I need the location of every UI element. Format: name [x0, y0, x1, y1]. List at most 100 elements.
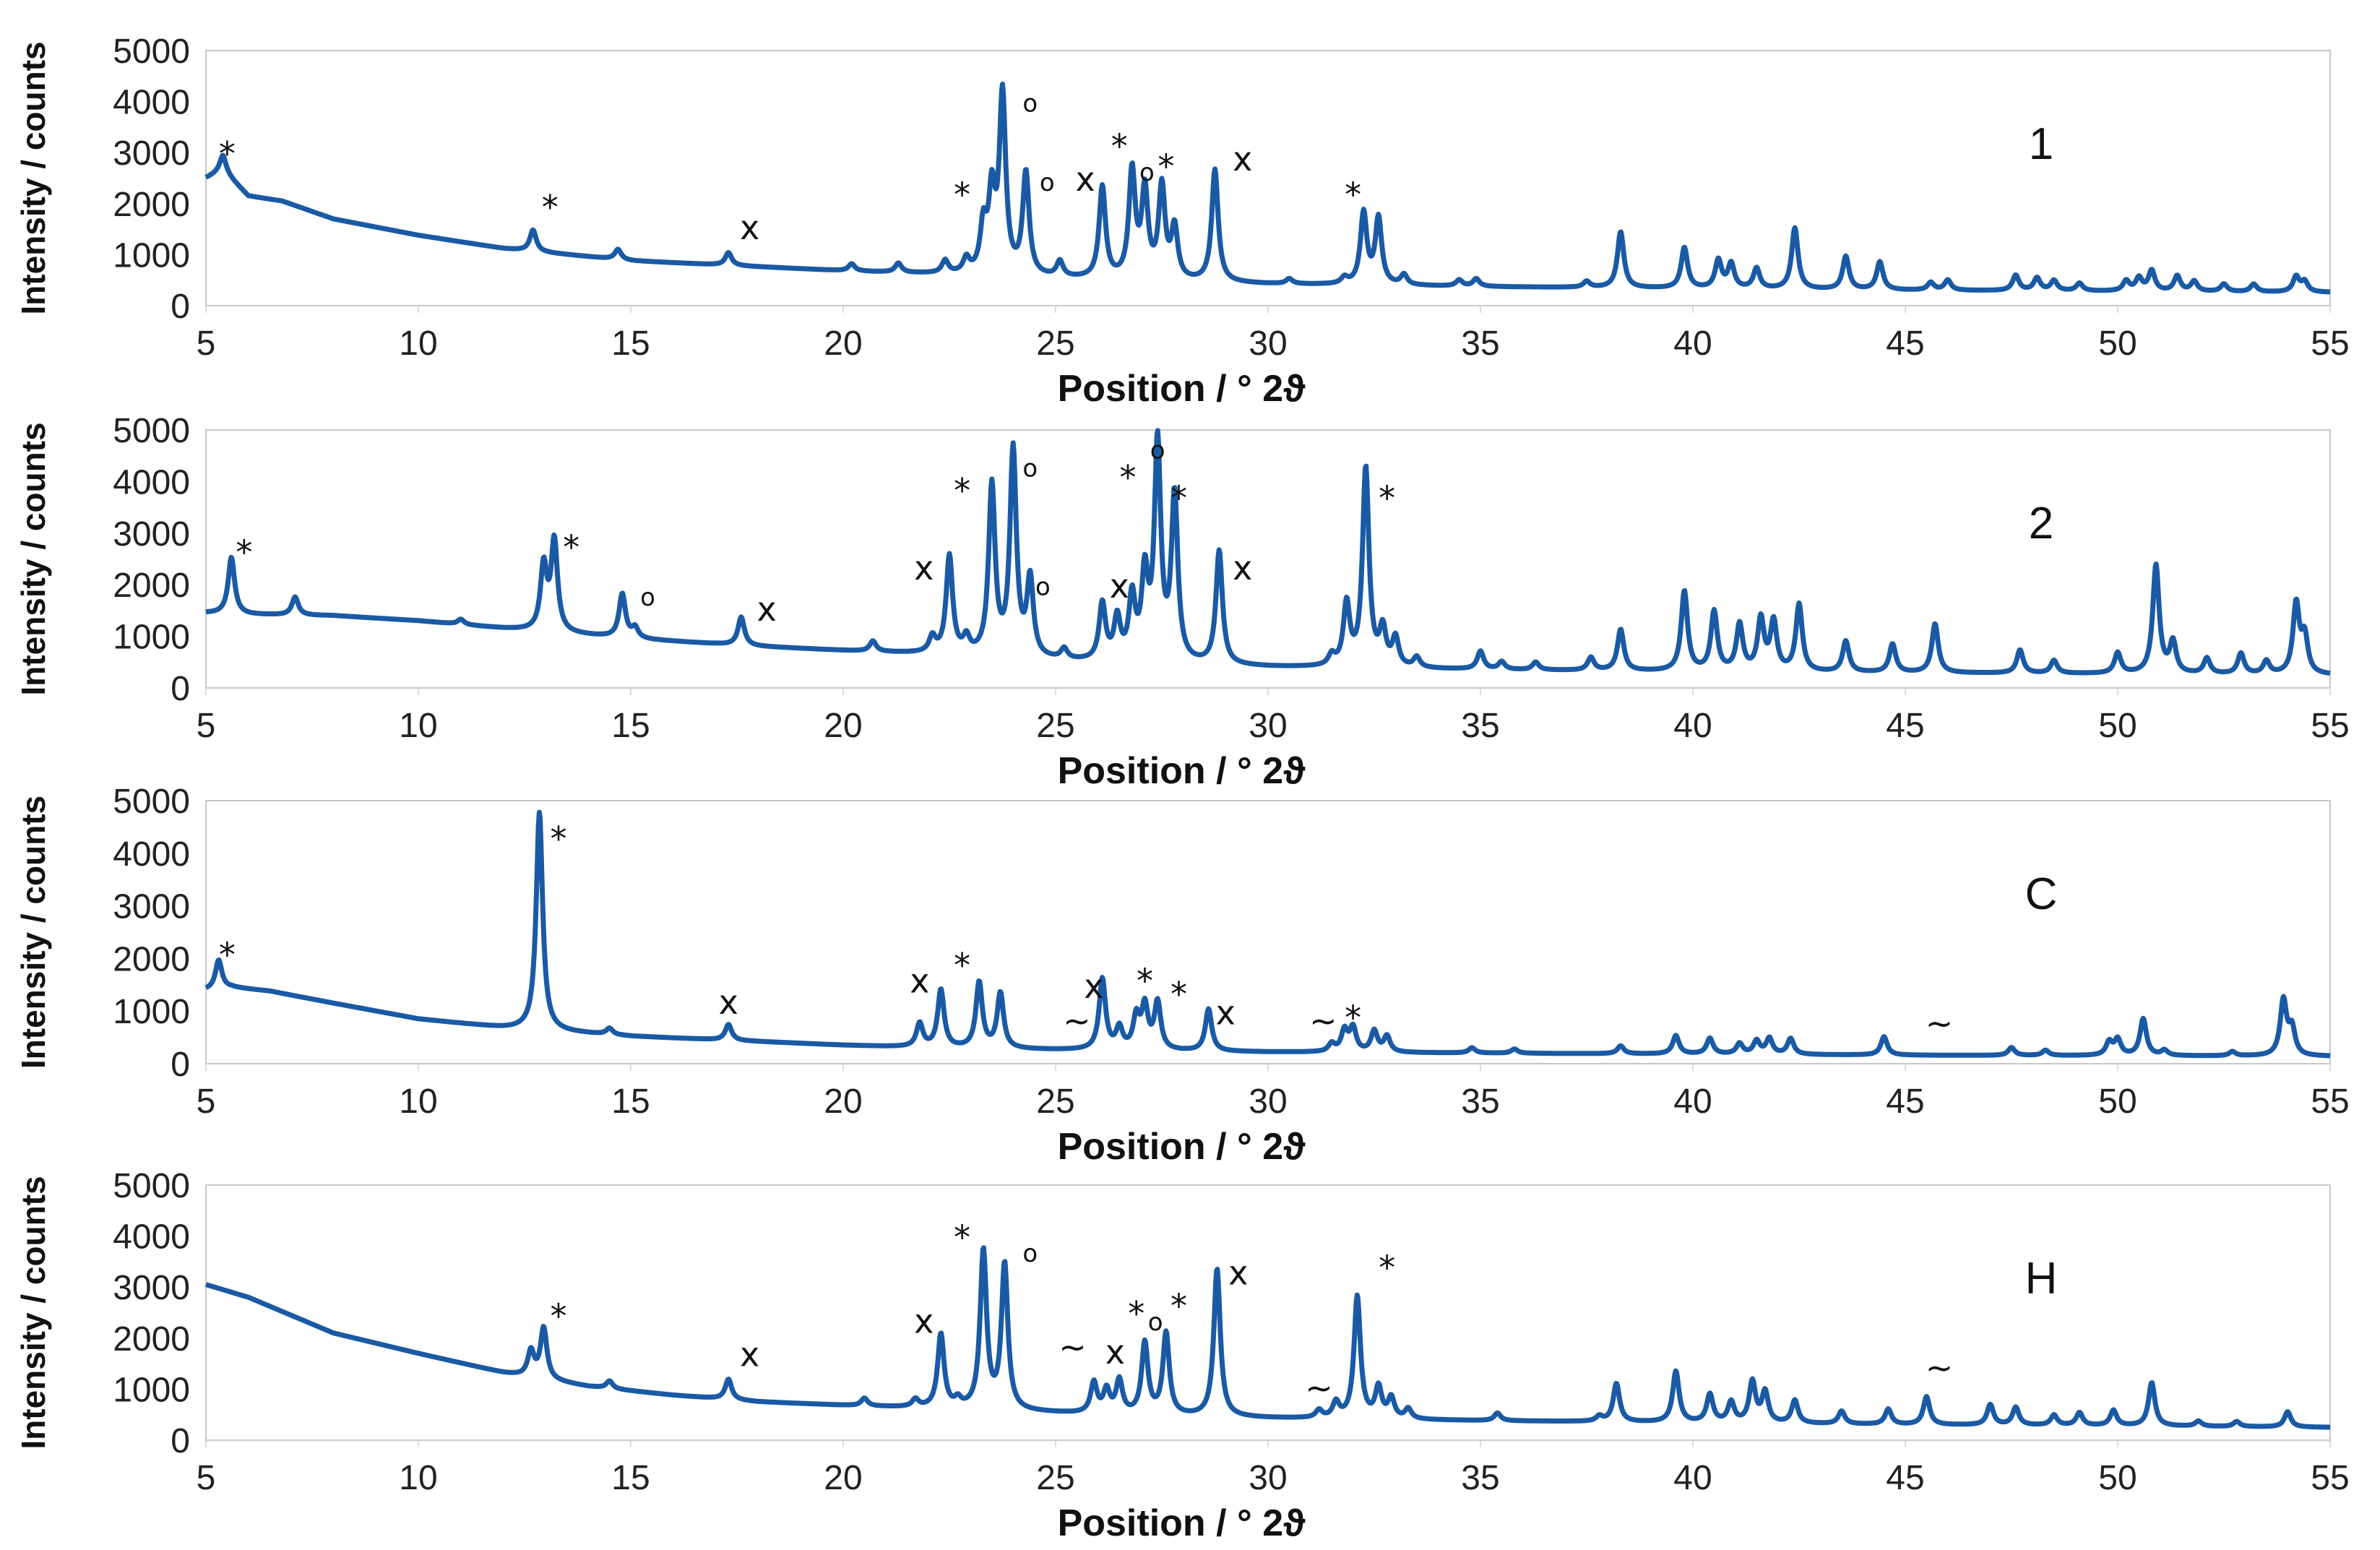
- phase-marker: ~: [1059, 1327, 1087, 1366]
- phase-marker: x: [740, 208, 759, 247]
- x-tick-label: 15: [611, 707, 650, 745]
- panel-label: 1: [2029, 119, 2053, 169]
- x-tick-label: 55: [2311, 707, 2349, 745]
- x-tick-label: 35: [1461, 324, 1499, 363]
- phase-marker: x: [914, 548, 934, 587]
- phase-marker: *: [551, 1297, 567, 1336]
- phase-marker: *: [954, 1218, 970, 1257]
- x-tick-label: 35: [1461, 1459, 1499, 1497]
- y-tick-label: 2000: [113, 940, 190, 978]
- phase-marker: *: [954, 471, 970, 510]
- x-tick-label: 5: [197, 1459, 216, 1497]
- x-tick-label: 5: [197, 324, 216, 363]
- y-tick-label: 4000: [113, 1218, 190, 1257]
- phase-marker: x: [757, 590, 777, 629]
- y-tick-label: 0: [171, 1046, 190, 1084]
- x-tick-label: 30: [1249, 1459, 1287, 1497]
- phase-marker: x: [719, 983, 738, 1022]
- y-tick-label: 5000: [113, 1167, 190, 1205]
- x-tick-label: 10: [399, 707, 437, 745]
- phase-marker: *: [954, 946, 970, 985]
- x-tick-label: 40: [1673, 1082, 1712, 1121]
- y-tick-label: 2000: [113, 567, 190, 605]
- xrd-panel-4: 0 1000 2000 3000 4000 5000 5 10 15 20 25 30 35 40 45 50…: [14, 1167, 2350, 1544]
- y-tick-label: 4000: [113, 463, 190, 501]
- phase-marker: o: [1035, 572, 1051, 601]
- phase-marker: *: [219, 935, 236, 974]
- xrd-panel-3: 0 1000 2000 3000 4000 5000 5 10 15 20 25 30 35 40 45 50…: [14, 783, 2350, 1168]
- x-tick-label: 25: [1036, 707, 1074, 745]
- x-tick-label: 25: [1036, 1459, 1074, 1497]
- y-tick-label: 1000: [113, 619, 190, 657]
- y-tick-label: 0: [171, 670, 190, 708]
- x-tick-label: 25: [1036, 1082, 1074, 1121]
- x-tick-label: 10: [399, 1459, 437, 1497]
- phase-marker: ~: [1926, 1004, 1954, 1043]
- x-tick-label: 45: [1886, 1459, 1924, 1497]
- x-tick-label: 45: [1886, 707, 1924, 745]
- x-tick-label: 5: [197, 707, 216, 745]
- x-tick-label: 30: [1249, 707, 1287, 745]
- y-tick-label: 2000: [113, 186, 190, 224]
- phase-marker: *: [1379, 479, 1395, 518]
- x-axis-label: Position / ° 2ϑ: [1058, 1502, 1306, 1544]
- phase-marker: *: [1111, 126, 1128, 165]
- phase-marker: *: [1170, 1287, 1187, 1326]
- y-axis-label: Intensity / counts: [14, 41, 52, 314]
- x-tick-label: 40: [1673, 707, 1712, 745]
- phase-marker: *: [219, 134, 236, 173]
- panel-label: H: [2025, 1254, 2058, 1304]
- x-tick-label: 45: [1886, 1082, 1924, 1121]
- phase-marker: x: [1216, 993, 1236, 1032]
- phase-marker: *: [1119, 458, 1136, 497]
- y-tick-label: 1000: [113, 1371, 190, 1409]
- x-tick-label: 55: [2311, 324, 2349, 363]
- phase-marker: o: [1022, 454, 1038, 483]
- y-tick-label: 2000: [113, 1320, 190, 1359]
- phase-marker: *: [1170, 479, 1187, 518]
- x-tick-label: 20: [824, 1459, 862, 1497]
- y-tick-label: 1000: [113, 993, 190, 1031]
- y-tick-label: 4000: [113, 84, 190, 122]
- panel-label: C: [2025, 869, 2058, 919]
- plot-frame: [205, 1184, 2331, 1441]
- phase-marker: *: [236, 533, 252, 572]
- x-tick-label: 20: [824, 1082, 862, 1121]
- phase-marker: x: [1084, 967, 1103, 1006]
- x-tick-label: 35: [1461, 707, 1499, 745]
- phase-marker: x: [1076, 160, 1095, 199]
- x-tick-label: 15: [611, 1459, 650, 1497]
- diffraction-trace: [204, 428, 2332, 676]
- phase-marker: x: [1110, 567, 1129, 606]
- panel-label: 2: [2029, 499, 2053, 548]
- phase-marker: x: [910, 962, 929, 1001]
- phase-marker: *: [563, 528, 579, 567]
- phase-marker: *: [1345, 999, 1361, 1038]
- x-tick-label: 40: [1673, 324, 1712, 363]
- xrd-panel-2: 0 1000 2000 3000 4000 5000 5 10 15 20 25 30 35 40 45 50…: [14, 412, 2350, 792]
- x-axis-label: Position / ° 2ϑ: [1058, 1126, 1306, 1168]
- phase-marker: x: [914, 1302, 934, 1341]
- x-tick-label: 50: [2098, 324, 2137, 363]
- phase-marker: o: [1139, 158, 1155, 187]
- phase-marker: x: [1228, 1254, 1248, 1293]
- phase-marker: o: [1022, 90, 1038, 119]
- x-tick-label: 20: [824, 324, 862, 363]
- x-tick-label: 25: [1036, 324, 1074, 363]
- y-tick-label: 0: [171, 288, 190, 326]
- phase-marker: x: [740, 1335, 759, 1374]
- xrd-panel-1: 0 1000 2000 3000 4000 5000 5 10 15 20 25 30 35 40 45 50…: [14, 33, 2350, 410]
- plot-frame: [205, 50, 2331, 306]
- x-tick-label: 45: [1886, 324, 1924, 363]
- x-tick-label: 55: [2311, 1459, 2349, 1497]
- y-tick-label: 4000: [113, 835, 190, 874]
- phase-marker: *: [1379, 1249, 1395, 1288]
- phase-marker: *: [1345, 175, 1361, 214]
- phase-marker: o: [1040, 168, 1055, 197]
- phase-marker: o: [640, 583, 655, 612]
- phase-marker: x: [1233, 548, 1252, 587]
- y-tick-label: 3000: [113, 134, 190, 173]
- phase-marker: *: [1128, 1294, 1144, 1333]
- plot-frame: [205, 429, 2331, 689]
